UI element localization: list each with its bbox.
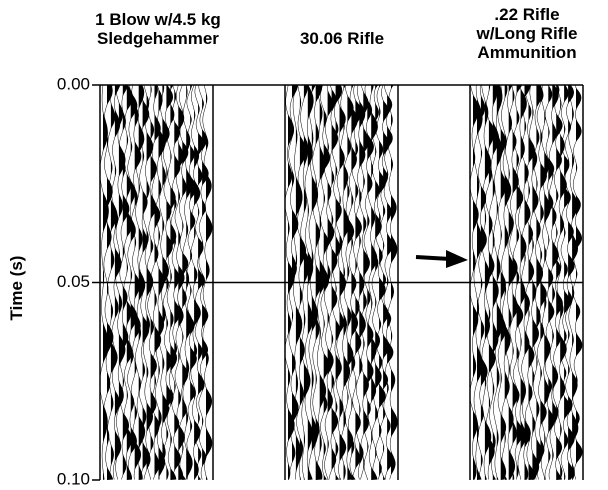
- y-tick-label: 0.00: [57, 74, 90, 93]
- panel-title-line: w/Long Rifle: [475, 24, 577, 43]
- panel-title-line: 1 Blow w/4.5 kg: [95, 10, 221, 29]
- y-axis-label: Time (s): [7, 256, 26, 321]
- panel-title-line: Sledgehammer: [97, 29, 219, 48]
- figure: Time (s) 1 Blow w/4.5 kgSledgehammer 30.0…: [0, 0, 608, 490]
- panel-title-line: Ammunition: [477, 43, 576, 62]
- y-tick-label: 0.10: [57, 469, 90, 488]
- panel-title: 30.06 Rifle: [300, 29, 384, 48]
- y-tick-label: 0.05: [57, 272, 90, 291]
- panel-title-line: .22 Rifle: [494, 5, 559, 24]
- arrow: [416, 250, 468, 268]
- panel-title-line: 30.06 Rifle: [300, 29, 384, 48]
